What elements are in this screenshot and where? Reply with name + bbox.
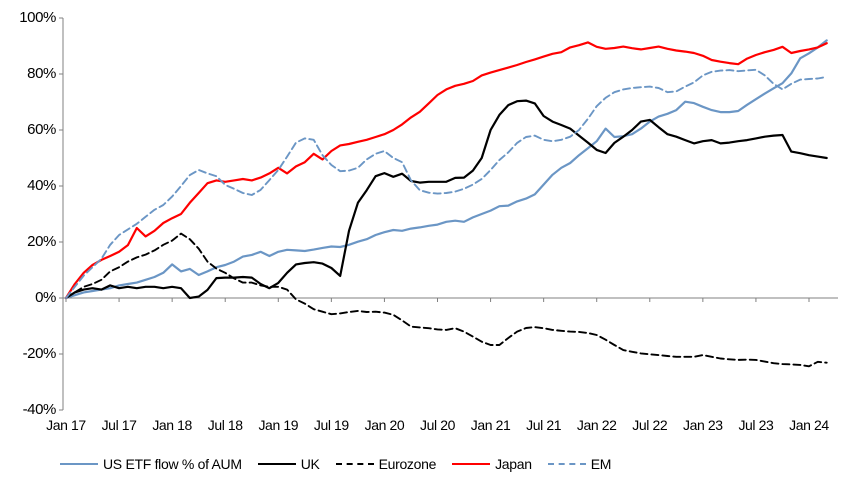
- legend-item-uk: UK: [257, 456, 320, 472]
- legend-item-em: EM: [547, 456, 612, 472]
- legend-swatch-solid-line: [60, 463, 98, 465]
- legend-label: UK: [300, 456, 320, 472]
- y-tick-label: 40%: [27, 177, 56, 194]
- legend-swatch-solid-line: [452, 463, 491, 465]
- x-tick-label: Jan 19: [258, 417, 299, 433]
- legend-label: Japan: [495, 456, 532, 472]
- legend-item-us-etf-flow-of-aum: US ETF flow % of AUM: [60, 456, 242, 472]
- legend-item-eurozone: Eurozone: [335, 456, 437, 472]
- y-tick-label: 100%: [19, 9, 56, 26]
- x-tick-label: Jul 19: [313, 417, 349, 433]
- series-line-em: [65, 68, 828, 299]
- legend-swatch-dashed-line: [335, 463, 374, 465]
- series-line-japan: [64, 41, 828, 300]
- y-tick-label: -40%: [22, 401, 57, 418]
- legend-swatch-dashed-line: [547, 463, 586, 465]
- x-tick-label: Jan 20: [364, 417, 405, 433]
- x-tick-label: Jul 17: [101, 417, 137, 433]
- y-tick-label: 20%: [27, 233, 56, 250]
- series-line-uk: [64, 99, 828, 300]
- legend-label: Eurozone: [378, 456, 437, 472]
- x-tick-label: Jul 21: [526, 417, 562, 433]
- x-tick-label: Jul 20: [420, 417, 455, 433]
- chart-legend: US ETF flow % of AUM UK Eurozone Japan EM: [60, 456, 611, 472]
- x-tick-label: Jan 24: [789, 417, 829, 433]
- legend-label: US ETF flow % of AUM: [103, 456, 242, 472]
- x-tick-label: Jul 22: [632, 417, 668, 433]
- x-tick-label: Jan 21: [470, 417, 511, 433]
- y-tick-label: 80%: [27, 65, 56, 82]
- x-tick-label: Jan 22: [576, 417, 617, 433]
- series-line-us-etf-flow-of-aum: [64, 39, 828, 300]
- x-tick-label: Jul 18: [207, 417, 243, 433]
- y-tick-label: -20%: [22, 345, 57, 362]
- legend-label: EM: [590, 456, 612, 472]
- legend-swatch-solid-line: [257, 463, 296, 465]
- legend-item-japan: Japan: [452, 456, 532, 472]
- series-line-eurozone: [65, 232, 828, 368]
- x-tick-label: Jan 17: [46, 417, 86, 433]
- x-tick-label: Jan 23: [683, 417, 723, 433]
- y-tick-label: 60%: [27, 121, 56, 138]
- x-tick-label: Jan 18: [152, 417, 192, 433]
- y-tick-label: 0%: [35, 289, 56, 306]
- x-tick-label: Jul 23: [738, 417, 774, 433]
